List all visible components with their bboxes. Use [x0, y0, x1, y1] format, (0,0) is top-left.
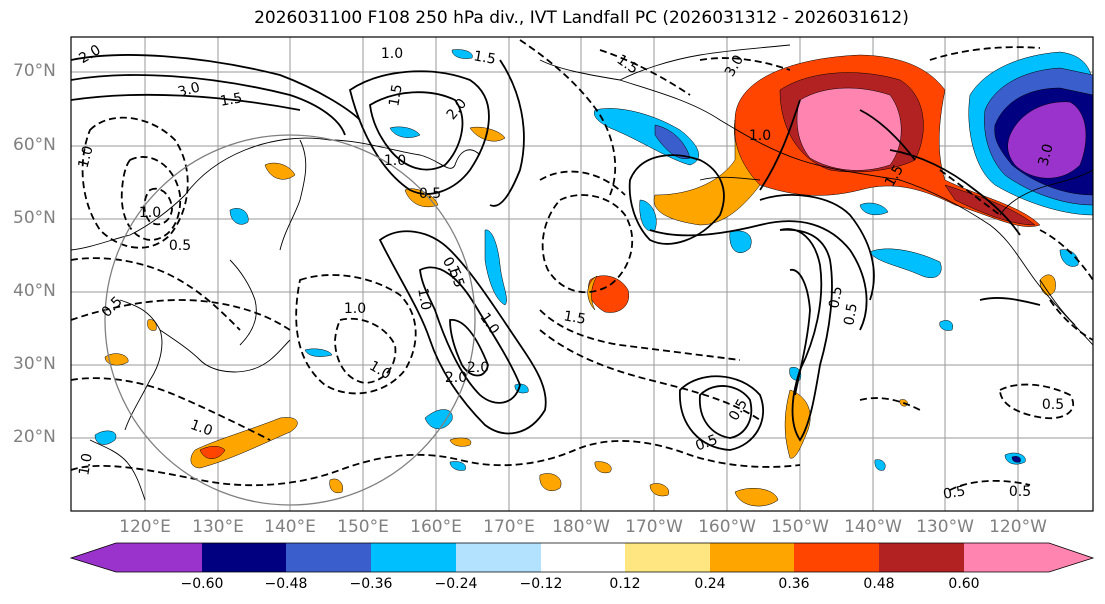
contour-label: 0.5: [419, 186, 441, 202]
contour-label: 2.0: [467, 360, 489, 376]
contour-label: 0.5: [169, 238, 191, 254]
lon-label-170e: 170°E: [483, 517, 535, 537]
colorbar-segment: [879, 543, 964, 572]
contour-label: 1.0: [76, 452, 96, 477]
lat-label-50n: 50°N: [13, 208, 56, 228]
contour-label: 0.5: [841, 302, 861, 327]
lon-label-150e: 150°E: [337, 517, 389, 537]
contour-label: 1.5: [562, 308, 587, 328]
colorbar-tick-label: 0.48: [863, 576, 895, 592]
lat-label-30n: 30°N: [13, 354, 56, 374]
colorbar-segment: [625, 543, 710, 572]
contour-label: 1.5: [444, 263, 467, 289]
colorbar-segment: [794, 543, 879, 572]
contour-label: 0.5: [1042, 397, 1064, 413]
shaded-anomalies: [94, 49, 1093, 507]
contour-label: 0.5: [942, 483, 967, 503]
lat-label-40n: 40°N: [13, 281, 56, 301]
colorbar-segment: [964, 543, 1093, 572]
contour-label: 1.0: [381, 46, 403, 62]
contour-label: 0.5: [693, 432, 719, 455]
colorbar-tick-label: −0.24: [434, 576, 478, 592]
lat-label-20n: 20°N: [13, 427, 56, 447]
lon-label-120e: 120°E: [119, 517, 171, 537]
colorbar-tick-label: −0.12: [519, 576, 563, 592]
colorbar-segment: [71, 543, 202, 572]
lon-label-140e: 140°E: [264, 517, 316, 537]
lon-label-130w: 130°W: [916, 517, 974, 537]
contour-label: 1.0: [749, 128, 771, 144]
negative-contours: [71, 39, 1093, 491]
colorbar-tick-label: −0.36: [349, 576, 393, 592]
colorbar-tick-label: 0.12: [609, 576, 641, 592]
colorbar-outline: [69, 542, 1095, 573]
map-title: 2026031100 F108 250 hPa div., IVT Landfa…: [254, 8, 909, 28]
lon-label-120w: 120°W: [989, 517, 1047, 537]
colorbar-segment: [541, 543, 625, 572]
contour-label: 1.0: [188, 417, 214, 440]
contour-label: 1.5: [472, 48, 497, 68]
lat-label-60n: 60°N: [13, 135, 56, 155]
coastlines: [71, 44, 1093, 501]
contour-label: 0.5: [826, 285, 846, 310]
lon-label-150w: 150°W: [771, 517, 829, 537]
contour-label: 1.0: [414, 287, 434, 312]
colorbar-segment: [456, 543, 541, 572]
colorbar: [69, 542, 1095, 573]
colorbar-segment: [286, 543, 371, 572]
lon-label-160e: 160°E: [410, 517, 462, 537]
contour-label: 3.0: [176, 80, 202, 101]
contour-label: 1.0: [76, 144, 97, 170]
colorbar-tick-label: 0.24: [694, 576, 726, 592]
colorbar-tick-label: 0.36: [778, 576, 810, 592]
colorbar-segment: [371, 543, 456, 572]
contour-label: 1.5: [219, 90, 244, 110]
lon-label-160w: 160°W: [698, 517, 756, 537]
contour-label: 2.0: [445, 370, 467, 386]
colorbar-tick-label: −0.48: [264, 576, 308, 592]
colorbar-segment: [710, 543, 794, 572]
lon-label-140w: 140°W: [844, 517, 902, 537]
contour-label: 0.5: [1009, 484, 1031, 500]
contour-label: 1.0: [344, 301, 366, 317]
contour-label: 1.0: [384, 153, 406, 169]
positive-contours: [71, 54, 1041, 451]
colorbar-tick-label: 0.60: [948, 576, 980, 592]
contour-label: 3.0: [1036, 142, 1057, 168]
colorbar-segment: [202, 543, 286, 572]
contour-label: 1.5: [386, 83, 406, 108]
colorbar-segments: [71, 543, 1093, 572]
contour-label: 1.0: [139, 205, 161, 221]
colorbar-tick-label: −0.60: [180, 576, 224, 592]
lon-label-180w: 180°W: [552, 517, 610, 537]
lat-label-70n: 70°N: [13, 61, 56, 81]
lon-label-170w: 170°W: [625, 517, 683, 537]
lon-label-130e: 130°E: [192, 517, 244, 537]
range-circle: [104, 134, 476, 506]
